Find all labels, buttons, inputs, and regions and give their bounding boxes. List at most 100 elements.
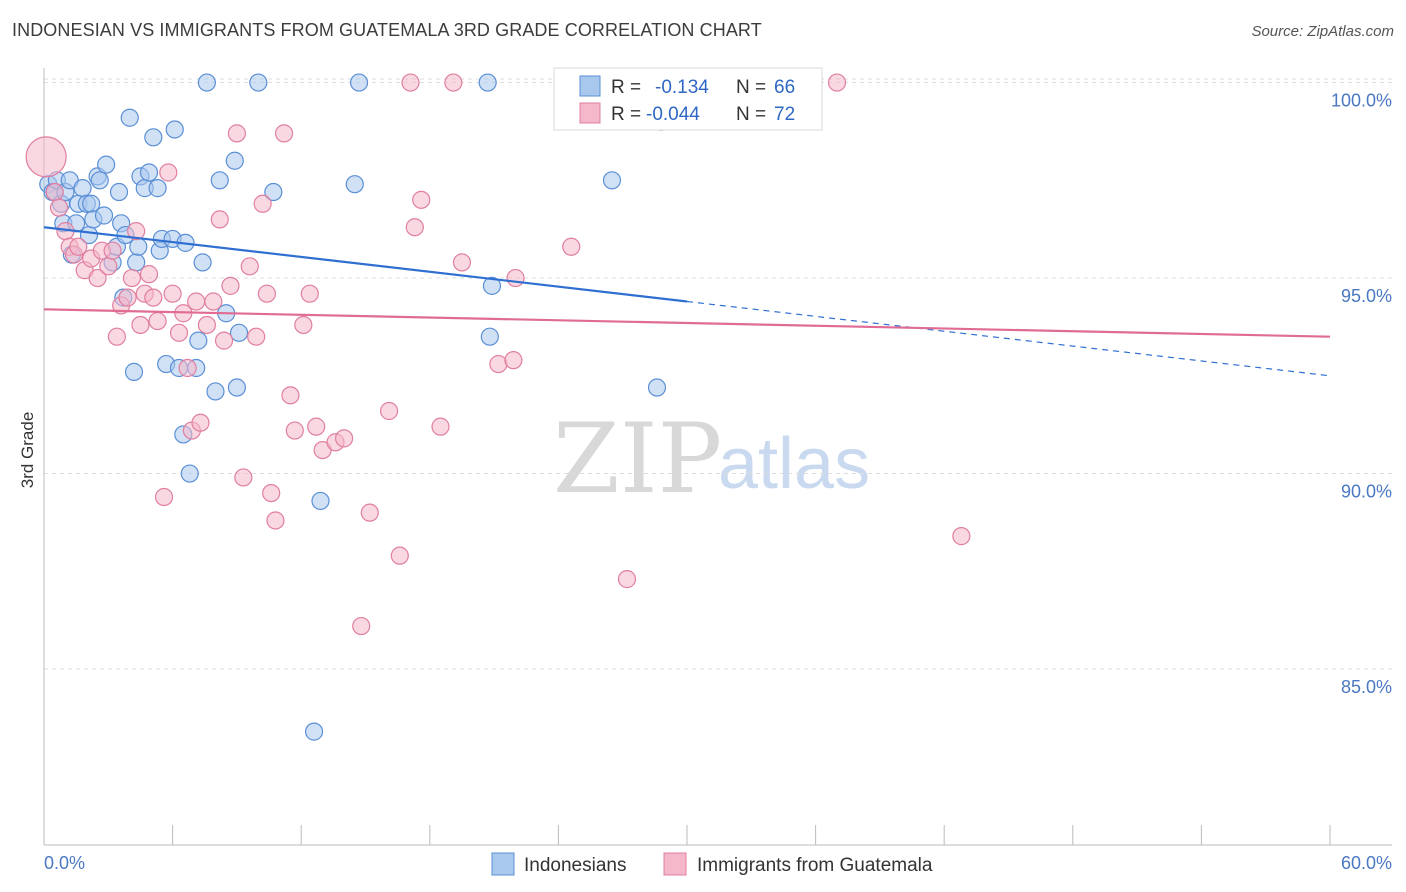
point-guatemala-13 bbox=[107, 327, 126, 346]
trend-line-indonesians-extension bbox=[686, 300, 1331, 377]
point-guatemala-6 bbox=[69, 237, 88, 256]
trend-lines bbox=[43, 226, 1331, 377]
point-indonesians-64 bbox=[647, 378, 667, 397]
point-indonesians-34 bbox=[148, 179, 167, 198]
grid-lines bbox=[44, 78, 1392, 670]
point-guatemala-43 bbox=[262, 484, 281, 503]
point-indonesians-53 bbox=[229, 323, 249, 342]
point-indonesians-62 bbox=[482, 276, 502, 295]
point-indonesians-45 bbox=[189, 331, 208, 350]
point-indonesians-52 bbox=[227, 378, 246, 397]
legend-r-value-guatemala: -0.044 bbox=[646, 104, 700, 125]
point-guatemala-60 bbox=[412, 190, 431, 209]
y-tick-label-2: 90.0% bbox=[1341, 482, 1392, 502]
point-guatemala-25 bbox=[163, 284, 182, 303]
legend-n-label-2: N = bbox=[736, 104, 766, 125]
legend-r-label-1: R = bbox=[611, 77, 641, 98]
point-indonesians-22 bbox=[109, 182, 129, 202]
point-guatemala-26 bbox=[169, 323, 189, 342]
point-indonesians-11 bbox=[73, 179, 92, 198]
point-guatemala-31 bbox=[191, 413, 210, 432]
point-indonesians-19 bbox=[97, 155, 116, 174]
point-guatemala-42 bbox=[257, 284, 277, 303]
trend-line-indonesians bbox=[43, 226, 688, 303]
bottom-legend-swatch-indonesians bbox=[491, 852, 515, 876]
chart-title: INDONESIAN VS IMMIGRANTS FROM GUATEMALA … bbox=[12, 20, 762, 40]
series-legend: Indonesians Immigrants from Guatemala bbox=[491, 852, 933, 876]
point-guatemala-53 bbox=[334, 429, 354, 448]
point-guatemala-21 bbox=[144, 288, 163, 307]
point-guatemala-15 bbox=[118, 288, 137, 307]
point-indonesians-18 bbox=[94, 206, 114, 225]
point-guatemala-41 bbox=[253, 194, 272, 213]
legend-swatch-indonesians bbox=[579, 75, 601, 97]
point-indonesians-54 bbox=[249, 73, 268, 92]
y-axis-label: 3rd Grade bbox=[18, 412, 37, 489]
point-guatemala-38 bbox=[234, 468, 253, 487]
y-tick-label-1: 95.0% bbox=[1341, 286, 1392, 306]
point-indonesians-51 bbox=[225, 151, 244, 170]
point-guatemala-18 bbox=[131, 315, 150, 335]
axes bbox=[43, 68, 1392, 846]
point-guatemala-40 bbox=[247, 327, 266, 346]
legend-n-value-guatemala: 72 bbox=[774, 104, 795, 125]
point-guatemala-30 bbox=[187, 292, 206, 311]
point-indonesians-29 bbox=[129, 237, 148, 256]
point-guatemala-37 bbox=[227, 124, 246, 143]
point-indonesians-56 bbox=[304, 722, 324, 741]
point-indonesians-63 bbox=[602, 171, 622, 190]
point-guatemala-12 bbox=[103, 241, 122, 260]
point-indonesians-58 bbox=[345, 175, 364, 194]
point-guatemala-56 bbox=[379, 401, 399, 421]
tick-labels: 100.0% 95.0% 90.0% 85.0% 0.0% 60.0% bbox=[44, 91, 1392, 873]
point-guatemala-45 bbox=[274, 124, 294, 143]
point-guatemala-35 bbox=[214, 331, 234, 350]
x-tick-label-0: 0.0% bbox=[44, 853, 85, 873]
point-guatemala-33 bbox=[204, 292, 223, 311]
point-guatemala-70 bbox=[827, 73, 847, 92]
point-indonesians-27 bbox=[124, 362, 144, 381]
watermark-zip: ZIP bbox=[553, 403, 722, 515]
series-indonesians bbox=[39, 73, 671, 741]
point-guatemala-58 bbox=[401, 73, 420, 92]
point-indonesians-32 bbox=[139, 163, 159, 182]
point-guatemala-44 bbox=[266, 511, 285, 530]
point-guatemala-47 bbox=[285, 421, 304, 440]
chart-source: Source: ZipAtlas.com bbox=[1251, 23, 1394, 40]
point-guatemala-50 bbox=[307, 417, 326, 436]
point-guatemala-59 bbox=[405, 218, 424, 237]
point-guatemala-16 bbox=[122, 268, 141, 288]
point-guatemala-1 bbox=[45, 182, 64, 202]
point-guatemala-54 bbox=[352, 616, 371, 636]
point-guatemala-2 bbox=[49, 198, 69, 217]
legend-r-label-2: R = bbox=[611, 104, 641, 125]
point-guatemala-49 bbox=[300, 284, 319, 303]
point-indonesians-61 bbox=[480, 327, 499, 346]
point-guatemala-22 bbox=[148, 311, 167, 331]
point-indonesians-57 bbox=[311, 491, 330, 511]
point-guatemala-39 bbox=[240, 257, 259, 276]
point-indonesians-48 bbox=[206, 382, 225, 401]
point-guatemala-71 bbox=[952, 527, 971, 546]
point-guatemala-24 bbox=[159, 163, 178, 182]
point-indonesians-49 bbox=[210, 171, 229, 190]
series-guatemala bbox=[25, 73, 971, 636]
y-tick-label-3: 85.0% bbox=[1341, 677, 1392, 697]
point-indonesians-43 bbox=[180, 464, 199, 483]
point-guatemala-9 bbox=[88, 268, 107, 288]
x-tick-label-1: 60.0% bbox=[1341, 853, 1392, 873]
point-guatemala-67 bbox=[562, 237, 581, 256]
point-guatemala-46 bbox=[281, 386, 300, 405]
point-guatemala-36 bbox=[221, 276, 240, 295]
point-guatemala-65 bbox=[504, 351, 523, 370]
legend-n-value-indonesians: 66 bbox=[774, 77, 795, 98]
legend-swatch-guatemala bbox=[579, 102, 601, 124]
point-guatemala-11 bbox=[99, 257, 118, 276]
point-indonesians-59 bbox=[349, 73, 369, 92]
watermark-atlas: atlas bbox=[718, 424, 870, 504]
bottom-legend-swatch-guatemala bbox=[663, 852, 687, 876]
point-guatemala-68 bbox=[617, 570, 637, 589]
legend-r-value-indonesians: -0.134 bbox=[655, 77, 709, 98]
stats-legend: R = -0.134 N = 66 R = -0.044 N = 72 bbox=[553, 67, 823, 131]
